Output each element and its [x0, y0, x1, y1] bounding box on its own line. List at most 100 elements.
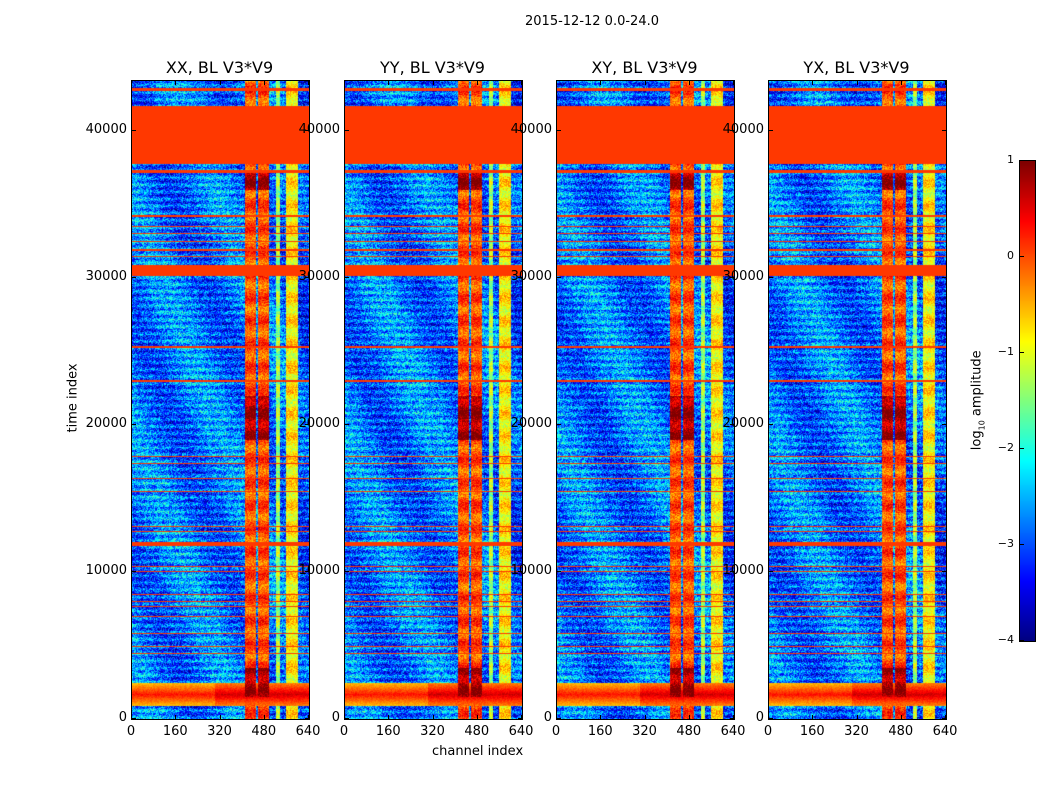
- x-tick-mark: [556, 81, 557, 85]
- panel-title: YX, BL V3*V9: [803, 58, 910, 77]
- colorbar-label-rest: amplitude: [969, 350, 985, 421]
- y-tick-mark: [769, 276, 773, 278]
- x-tick-mark: [556, 715, 557, 719]
- x-tick-mark: [308, 715, 309, 719]
- colorbar-tick-mark: [1020, 160, 1024, 161]
- x-tick-mark: [768, 715, 769, 719]
- y-tick-mark: [132, 423, 136, 425]
- x-tick-mark: [219, 81, 221, 85]
- y-tick-label: 10000: [298, 562, 340, 578]
- y-tick-label: 30000: [85, 268, 127, 284]
- y-tick-mark: [345, 276, 349, 278]
- heatmap-image: [132, 81, 309, 719]
- y-tick-mark: [345, 570, 349, 572]
- colorbar-tick-mark: [1020, 544, 1024, 545]
- x-tick-mark: [945, 715, 946, 719]
- panel-title: YY, BL V3*V9: [380, 58, 485, 77]
- x-tick-mark: [644, 715, 646, 719]
- x-tick-mark: [344, 81, 345, 85]
- x-tick-mark: [432, 81, 434, 85]
- x-tick-mark: [733, 81, 734, 85]
- y-tick-label: 20000: [298, 415, 340, 431]
- x-tick-mark: [900, 81, 902, 85]
- y-tick-label: 20000: [85, 415, 127, 431]
- y-tick-label: 30000: [722, 268, 764, 284]
- panel-title: XY, BL V3*V9: [591, 58, 698, 77]
- x-tick-label: 160: [587, 724, 613, 739]
- x-tick-label: 0: [339, 724, 349, 739]
- x-tick-mark: [175, 715, 177, 719]
- y-tick-mark: [557, 129, 561, 131]
- y-tick-mark: [132, 570, 136, 572]
- y-tick-mark: [305, 570, 309, 572]
- y-tick-mark: [942, 276, 946, 278]
- y-tick-mark: [557, 718, 561, 719]
- y-tick-mark: [305, 718, 309, 719]
- x-tick-label: 480: [464, 724, 490, 739]
- x-tick-mark: [521, 81, 522, 85]
- colorbar-tick-label: −3: [997, 537, 1014, 550]
- y-tick-label: 10000: [510, 562, 552, 578]
- x-tick-label: 640: [508, 724, 534, 739]
- colorbar-label: log10 amplitude: [970, 345, 987, 455]
- x-tick-mark: [175, 81, 177, 85]
- x-tick-label: 160: [375, 724, 401, 739]
- x-tick-label: 480: [888, 724, 914, 739]
- x-tick-label: 0: [551, 724, 561, 739]
- y-tick-mark: [769, 570, 773, 572]
- colorbar-tick-label: −4: [997, 633, 1014, 646]
- x-tick-mark: [219, 715, 221, 719]
- colorbar-tick-mark: [1020, 352, 1024, 353]
- y-tick-label: 20000: [510, 415, 552, 431]
- colorbar-tick-mark: [1020, 640, 1024, 641]
- heatmap-panel-2: [344, 80, 523, 720]
- y-tick-mark: [345, 423, 349, 425]
- x-tick-label: 320: [420, 724, 445, 739]
- y-tick-label: 40000: [722, 121, 764, 137]
- heatmap-panel-3: [556, 80, 735, 720]
- y-tick-mark: [518, 129, 522, 131]
- panel-title: XX, BL V3*V9: [165, 58, 274, 77]
- x-tick-label: 160: [162, 724, 188, 739]
- y-tick-mark: [730, 718, 734, 719]
- colorbar-label-log: log: [969, 430, 985, 451]
- x-tick-mark: [263, 81, 265, 85]
- x-tick-mark: [432, 715, 434, 719]
- colorbar-tick-label: 0: [1007, 249, 1014, 262]
- colorbar: [1019, 160, 1036, 642]
- x-axis-label: channel index: [432, 744, 524, 759]
- colorbar-tick-label: −1: [997, 345, 1014, 358]
- y-tick-mark: [345, 718, 349, 719]
- y-tick-mark: [942, 423, 946, 425]
- x-tick-label: 640: [295, 724, 321, 739]
- x-tick-mark: [600, 715, 602, 719]
- y-tick-mark: [305, 129, 309, 131]
- y-tick-label: 0: [755, 710, 764, 725]
- heatmap-panel-4: [768, 80, 947, 720]
- y-tick-label: 10000: [85, 562, 127, 578]
- x-tick-mark: [388, 81, 390, 85]
- y-tick-mark: [942, 718, 946, 719]
- y-tick-mark: [345, 129, 349, 131]
- y-tick-mark: [518, 423, 522, 425]
- y-tick-mark: [557, 276, 561, 278]
- y-tick-mark: [730, 276, 734, 278]
- heatmap-image: [557, 81, 734, 719]
- colorbar-tick-label: −2: [997, 441, 1014, 454]
- y-tick-label: 40000: [298, 121, 340, 137]
- y-tick-mark: [132, 276, 136, 278]
- colorbar-tick-mark: [1020, 256, 1024, 257]
- y-tick-mark: [769, 129, 773, 131]
- y-tick-mark: [518, 718, 522, 719]
- heatmap-image: [769, 81, 946, 719]
- x-tick-mark: [733, 715, 734, 719]
- x-tick-mark: [521, 715, 522, 719]
- y-tick-mark: [730, 423, 734, 425]
- y-tick-mark: [769, 423, 773, 425]
- x-tick-label: 0: [126, 724, 136, 739]
- x-tick-mark: [476, 81, 478, 85]
- x-tick-label: 320: [207, 724, 232, 739]
- x-tick-label: 480: [251, 724, 277, 739]
- y-tick-label: 0: [331, 710, 340, 725]
